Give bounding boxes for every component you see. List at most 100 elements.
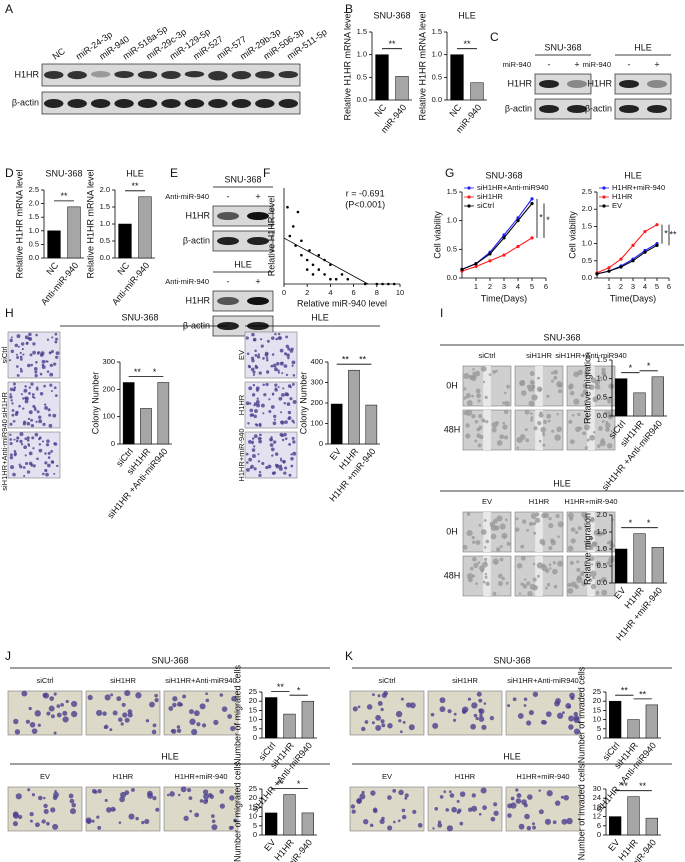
- x-axis-label: Time(Days): [610, 293, 656, 303]
- cell-dot: [30, 423, 35, 428]
- cell-dot: [576, 567, 581, 572]
- cell-dot: [526, 720, 532, 726]
- cell-dot: [510, 802, 517, 809]
- cell-dot: [271, 454, 274, 457]
- significance-label: *: [539, 213, 543, 223]
- cell-dot: [446, 825, 453, 832]
- column-label: H1HR: [529, 497, 550, 506]
- cell-dot: [493, 802, 498, 807]
- cell-dot: [19, 465, 23, 469]
- cell-dot: [539, 411, 543, 415]
- point: [607, 266, 611, 270]
- cell-dot: [26, 438, 30, 442]
- significance-label: **: [463, 39, 471, 49]
- cell-dot: [554, 800, 561, 806]
- bar: [265, 812, 278, 836]
- cell-dot: [25, 719, 30, 724]
- cell-dot: [499, 557, 504, 562]
- cell-dot: [47, 408, 51, 412]
- cell-dot: [53, 692, 57, 696]
- cell-dot: [491, 421, 498, 429]
- cell-dot: [50, 714, 55, 719]
- cell-dot: [13, 450, 17, 453]
- y-tick-label: 0.5: [432, 72, 442, 81]
- cell-dot: [71, 700, 78, 708]
- blot-band: [539, 80, 559, 88]
- cell-dot: [434, 806, 439, 811]
- cell-dot: [254, 354, 258, 357]
- cell-dot: [569, 692, 575, 699]
- y-tick-label: 1.0: [29, 226, 39, 235]
- cell-dot: [21, 348, 24, 351]
- cell-dot: [292, 440, 296, 444]
- cell-dot: [398, 789, 404, 796]
- x-tick-label: 2: [305, 288, 309, 297]
- cell-dot: [252, 383, 256, 387]
- cell-dot: [369, 823, 374, 828]
- cell-dot: [478, 524, 482, 527]
- cell-dot: [31, 793, 36, 797]
- cell-dot: [485, 581, 490, 586]
- cell-dot: [277, 369, 280, 372]
- cell-dot: [271, 471, 276, 475]
- cell-dot: [246, 468, 250, 472]
- cell-dot: [272, 421, 277, 426]
- x-tick-label: NC: [44, 260, 60, 277]
- point: [530, 201, 534, 206]
- y-axis-label: Relative migration: [582, 352, 592, 424]
- cell-dot: [601, 589, 608, 596]
- blot-band: [114, 71, 134, 78]
- cell-dot: [28, 451, 33, 456]
- significance-label: **: [669, 229, 677, 239]
- cell-dot: [536, 574, 540, 578]
- point: [474, 262, 478, 266]
- cell-dot: [104, 798, 108, 802]
- cell-dot: [166, 793, 170, 797]
- cell-dot: [291, 364, 294, 367]
- row-label: H1HR: [507, 78, 532, 88]
- cell-dot: [112, 808, 116, 812]
- cell-dot: [20, 443, 24, 446]
- cell-dot: [202, 799, 208, 805]
- cell-dot: [605, 427, 610, 432]
- y-tick-label: 0: [597, 830, 601, 839]
- cell-dot: [270, 447, 275, 452]
- blot-band: [44, 99, 64, 108]
- cell-dot: [556, 426, 562, 433]
- x-tick-label: 4: [516, 282, 520, 291]
- cell-dot: [55, 355, 59, 359]
- cell-dot: [472, 368, 475, 371]
- treatment-label: miR-940: [503, 60, 531, 69]
- panel-letter: B: [345, 2, 353, 16]
- cell-dot: [577, 369, 583, 376]
- lane-sign: +: [654, 59, 659, 69]
- cell-dot: [19, 439, 23, 444]
- significance-label: *: [297, 686, 301, 696]
- x-tick-label: 2: [619, 282, 623, 291]
- cell-dot: [13, 718, 19, 725]
- bar: [651, 547, 664, 584]
- cell-dot: [522, 584, 528, 589]
- cell-dot: [29, 353, 33, 357]
- cell-dot: [462, 710, 466, 714]
- cell-dot: [592, 431, 596, 434]
- cell-dot: [48, 705, 55, 712]
- cell-dot: [93, 790, 98, 794]
- legend-marker: [602, 186, 606, 190]
- cell-dot: [50, 390, 53, 393]
- cell-dot: [261, 403, 265, 408]
- cell-dot: [286, 402, 291, 406]
- y-tick-label: 200: [102, 384, 115, 393]
- cell-dot: [531, 385, 536, 389]
- blot-strip: [614, 98, 672, 120]
- cell-dot: [285, 335, 289, 339]
- cell-dot: [260, 344, 264, 348]
- treatment-label: Anti-miR-940: [165, 192, 209, 201]
- cell-dot: [528, 709, 534, 716]
- cell-dot: [526, 825, 532, 831]
- cell-dot: [34, 373, 38, 378]
- cell-dot: [601, 371, 607, 377]
- x-tick-label: EV: [606, 837, 621, 853]
- cell-dot: [283, 432, 287, 437]
- cell-dot: [370, 790, 376, 796]
